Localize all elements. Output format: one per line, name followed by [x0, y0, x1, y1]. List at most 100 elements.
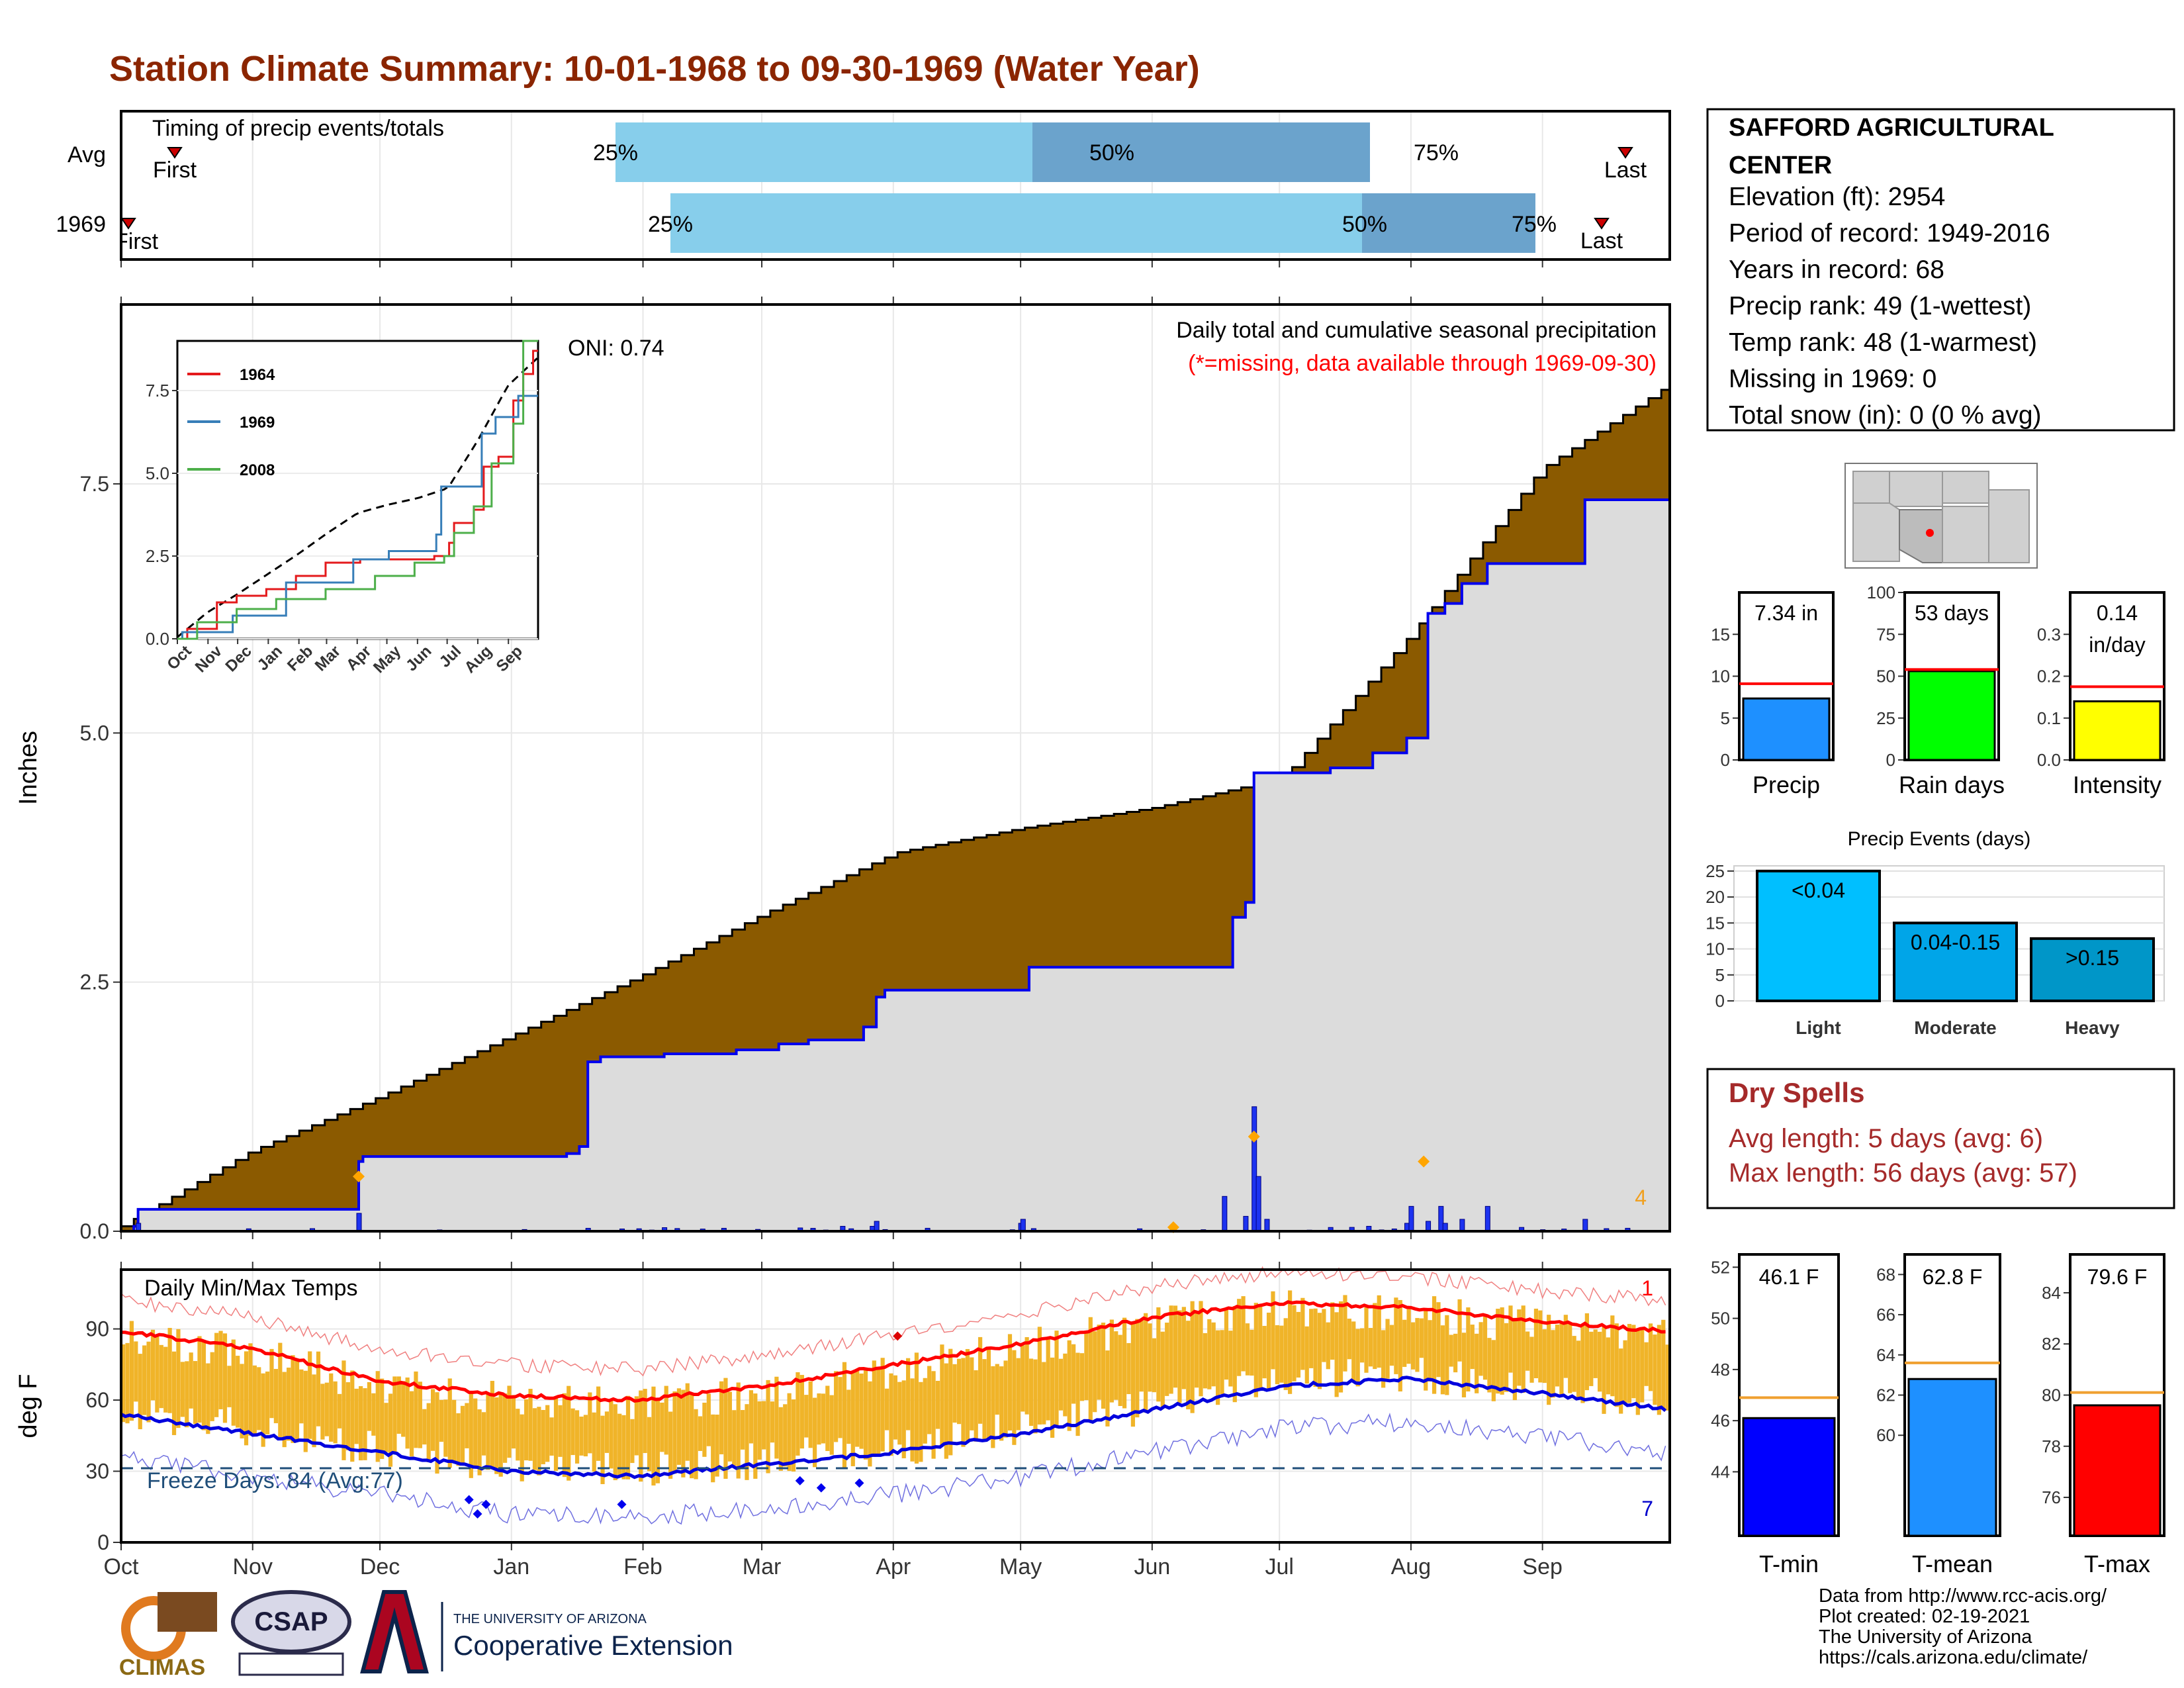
daily-temp-bar	[528, 1389, 533, 1461]
daily-temp-bar	[553, 1396, 559, 1471]
record-temp-marker	[481, 1499, 491, 1509]
daily-temp-bar	[1160, 1331, 1165, 1407]
events-bar	[1893, 921, 2018, 1003]
daily-temp-bar	[316, 1351, 321, 1427]
daily-temp-bar	[1533, 1308, 1539, 1379]
daily-temp-bar	[1309, 1309, 1314, 1368]
daily-temp-bar	[1602, 1326, 1606, 1414]
inset-legend-label: 2008	[240, 461, 275, 479]
daily-temp-bar	[1084, 1333, 1089, 1401]
daily-temp-bar	[1419, 1318, 1424, 1358]
daily-temp-bar	[702, 1402, 707, 1457]
daily-temp-bar	[443, 1399, 448, 1457]
daily-temp-bar	[774, 1376, 779, 1459]
daily-temp-bar	[732, 1410, 737, 1466]
daily-temp-bar	[1428, 1320, 1432, 1382]
daily-temp-bar	[1245, 1323, 1250, 1376]
daily-temp-bar	[1432, 1296, 1437, 1394]
daily-temp-bar	[210, 1352, 214, 1421]
daily-temp-bar	[1042, 1362, 1046, 1425]
daily-temp-bar	[630, 1419, 635, 1464]
daily-temp-bar	[931, 1371, 936, 1459]
station-line-6: Total snow (in): 0 (0 % avg)	[1729, 401, 2042, 430]
ua-a-icon	[360, 1590, 429, 1673]
daily-temp-bar	[1648, 1323, 1653, 1391]
daily-temp-bar	[155, 1335, 159, 1413]
daily-temp-bar	[639, 1390, 643, 1482]
station-frame	[1706, 108, 2175, 432]
daily-temp-bar	[388, 1393, 393, 1467]
daily-temp-bar	[1631, 1325, 1636, 1399]
climas-block-icon	[158, 1592, 217, 1632]
daily-temp-bar	[1165, 1323, 1169, 1396]
dry-spells-title: Dry Spells	[1729, 1077, 1864, 1108]
daily-temp-bar	[1224, 1309, 1229, 1380]
daily-temp-bar	[1237, 1299, 1242, 1376]
daily-temp-bar	[956, 1358, 962, 1425]
temp-bar-label: T-max	[2084, 1550, 2150, 1577]
daily-temp-bar	[1109, 1319, 1114, 1403]
daily-temp-bar	[1551, 1330, 1555, 1398]
daily-temp-bar	[1021, 1345, 1025, 1412]
daily-temp-bar	[745, 1404, 749, 1480]
daily-temp-bar	[1058, 1358, 1064, 1411]
daily-temp-bar	[201, 1341, 206, 1430]
inset-month-label: Dec	[222, 642, 255, 675]
daily-temp-bar	[685, 1383, 690, 1461]
daily-temp-bar	[1190, 1301, 1195, 1413]
credit-line-2: The University of Arizona	[1819, 1626, 2032, 1648]
daily-temp-bar	[278, 1342, 283, 1437]
daily-temp-bar	[1606, 1337, 1611, 1395]
temp-bar-ytick-label: 82	[2042, 1334, 2061, 1354]
temp-ytick-label: 0	[97, 1530, 109, 1554]
daily-temp-bar	[1568, 1323, 1572, 1393]
daily-temp-bar	[901, 1380, 906, 1458]
daily-temp-bar	[583, 1415, 588, 1457]
year-first-label: First	[114, 229, 159, 254]
daily-temp-bar	[380, 1378, 385, 1459]
year-cumulative-area	[121, 498, 1671, 1233]
station-line-4: Temp rank: 48 (1-warmest)	[1729, 328, 2037, 357]
month-label: Jul	[1265, 1554, 1293, 1579]
temp-bar-ytick-label: 50	[1711, 1309, 1730, 1329]
avg-last-label: Last	[1604, 158, 1647, 183]
daily-temp-bar	[222, 1333, 228, 1423]
record-temp-marker	[893, 1331, 903, 1341]
daily-temp-bar	[426, 1403, 431, 1462]
daily-temp-bar	[180, 1362, 185, 1417]
station-line-3: Precip rank: 49 (1-wettest)	[1729, 292, 2031, 320]
daily-temp-bar	[1538, 1310, 1543, 1383]
events-ytick-label: 10	[1706, 939, 1725, 959]
daily-temp-bar	[308, 1351, 312, 1439]
daily-temp-bar	[405, 1377, 410, 1449]
daily-temp-bar	[1512, 1317, 1517, 1401]
daily-temp-bar	[171, 1351, 177, 1435]
daily-temp-bar	[762, 1401, 766, 1450]
record-temp-marker	[464, 1495, 474, 1505]
location-map	[1844, 463, 2038, 569]
daily-temp-bar	[834, 1371, 839, 1442]
dry-spells-frame	[1706, 1068, 2175, 1209]
daily-temp-bar	[189, 1352, 193, 1409]
temp-bar-ytick-label: 80	[2042, 1385, 2061, 1405]
daily-temp-bar	[1580, 1325, 1585, 1403]
daily-temp-bar	[185, 1361, 189, 1428]
daily-temp-bar	[655, 1398, 660, 1483]
daily-temp-bar	[1135, 1319, 1140, 1418]
daily-temp-bar	[799, 1375, 804, 1449]
daily-temp-bar	[910, 1378, 915, 1462]
daily-temp-bar	[1114, 1331, 1118, 1400]
daily-temp-bar	[1559, 1323, 1564, 1397]
events-ytick-label: 15	[1706, 913, 1725, 933]
daily-temp-bar	[829, 1395, 834, 1455]
inset-legend-label: 1964	[240, 366, 275, 384]
daily-temp-bar	[520, 1414, 524, 1481]
temp-bar-value	[1742, 1417, 1836, 1537]
temp-ylabel: deg F	[15, 1374, 42, 1438]
daily-temp-bar	[252, 1365, 257, 1435]
daily-precip-bar	[1255, 1176, 1261, 1232]
daily-temp-bar	[846, 1389, 851, 1444]
record-precip-marker	[1248, 1130, 1260, 1143]
daily-temp-bar	[502, 1393, 508, 1463]
